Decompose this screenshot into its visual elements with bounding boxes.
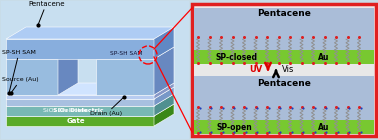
Text: Pentacene: Pentacene	[257, 79, 311, 88]
Polygon shape	[6, 104, 174, 116]
Text: Pentacene: Pentacene	[257, 10, 311, 18]
Polygon shape	[154, 87, 174, 106]
Polygon shape	[6, 47, 78, 59]
Text: Au: Au	[318, 52, 330, 61]
Polygon shape	[6, 99, 154, 106]
Text: SiO₂ Dielectric: SiO₂ Dielectric	[43, 108, 88, 114]
FancyBboxPatch shape	[1, 1, 189, 139]
Polygon shape	[6, 39, 154, 59]
Polygon shape	[154, 104, 174, 126]
Text: UV: UV	[249, 66, 262, 74]
Text: SP-SH SAM: SP-SH SAM	[2, 51, 36, 93]
Text: SP-open: SP-open	[216, 122, 252, 131]
Text: SP-SH SAM: SP-SH SAM	[110, 51, 143, 56]
Polygon shape	[154, 83, 174, 99]
Polygon shape	[96, 59, 154, 95]
Text: Au: Au	[318, 122, 330, 131]
Text: Drain (Au): Drain (Au)	[90, 97, 124, 116]
Polygon shape	[6, 27, 174, 39]
Text: Gate: Gate	[67, 118, 85, 124]
Text: Vis: Vis	[282, 66, 294, 74]
Polygon shape	[154, 27, 174, 59]
Polygon shape	[6, 106, 154, 116]
Text: Pentacene: Pentacene	[28, 1, 65, 25]
Text: Source (Au): Source (Au)	[2, 78, 39, 93]
FancyBboxPatch shape	[194, 50, 374, 64]
Text: SP-closed: SP-closed	[215, 52, 257, 61]
FancyBboxPatch shape	[194, 76, 374, 120]
Text: SiO₂ Dielectric: SiO₂ Dielectric	[53, 108, 103, 114]
FancyBboxPatch shape	[194, 8, 374, 50]
Polygon shape	[6, 95, 154, 99]
Polygon shape	[154, 94, 174, 116]
Polygon shape	[6, 83, 174, 95]
FancyBboxPatch shape	[194, 120, 374, 134]
Polygon shape	[96, 47, 174, 59]
Polygon shape	[6, 116, 154, 126]
Polygon shape	[6, 59, 58, 95]
Polygon shape	[6, 87, 174, 99]
Polygon shape	[58, 47, 78, 95]
FancyBboxPatch shape	[194, 64, 374, 76]
Polygon shape	[154, 47, 174, 95]
FancyBboxPatch shape	[192, 4, 376, 136]
Polygon shape	[6, 94, 174, 106]
